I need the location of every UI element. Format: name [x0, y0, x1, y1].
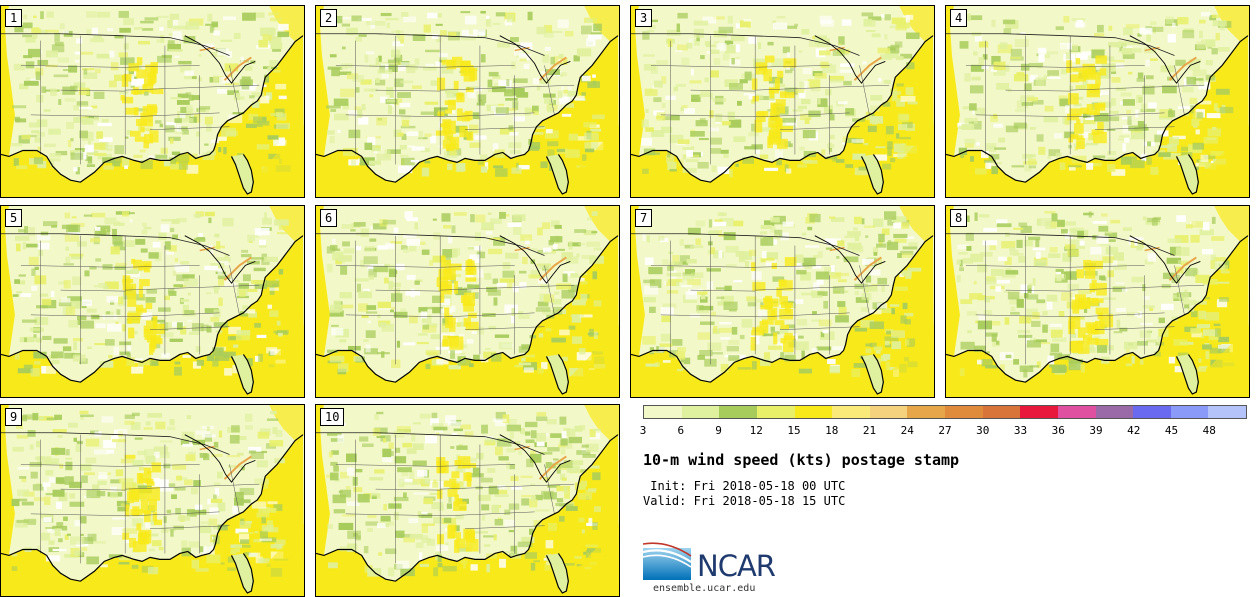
- ncar-logo-text: NCAR: [697, 549, 776, 583]
- map-panel-8: 8: [945, 205, 1250, 398]
- colorbar-segment: [1133, 406, 1171, 418]
- map-panel-4: 4: [945, 5, 1250, 198]
- colorbar-segment: [1208, 406, 1246, 418]
- map-panel-1: 1: [0, 5, 305, 198]
- ncar-logo-icon: [643, 542, 692, 580]
- colorbar-segment: [1057, 406, 1096, 418]
- map-panel-2: 2: [315, 5, 620, 198]
- panel-number: 9: [5, 408, 23, 426]
- colorbar-tick-label: 18: [825, 424, 839, 437]
- map-image: [316, 6, 619, 197]
- site-url: ensemble.ucar.edu: [653, 583, 756, 594]
- colorbar-tick-label: 45: [1164, 424, 1179, 437]
- colorbar-tick-label: 42: [1127, 424, 1141, 437]
- map-image: [316, 405, 619, 596]
- colorbar-segment: [1095, 406, 1134, 418]
- colorbar-segment: [982, 406, 1021, 418]
- colorbar-segment: [945, 406, 983, 418]
- map-image: [946, 206, 1249, 397]
- colorbar-tick-label: 48: [1202, 424, 1216, 437]
- colorbar: [643, 405, 1247, 419]
- colorbar-segment: [869, 406, 908, 418]
- valid-time: Valid: Fri 2018-05-18 15 UTC: [643, 494, 846, 508]
- init-time: Init: Fri 2018-05-18 00 UTC: [643, 479, 846, 493]
- map-image: [316, 206, 619, 397]
- map-image: [946, 6, 1249, 197]
- panel-number: 4: [950, 9, 968, 27]
- colorbar-tick-label: 21: [862, 424, 877, 437]
- map-image: [1, 405, 304, 596]
- map-image: [1, 6, 304, 197]
- panel-number: 1: [5, 9, 23, 27]
- colorbar-tick-label: 12: [749, 424, 763, 437]
- colorbar-tick-label: 39: [1089, 424, 1103, 437]
- panel-number: 8: [950, 209, 968, 227]
- colorbar-tick-label: 36: [1051, 424, 1065, 437]
- colorbar-segment: [1170, 406, 1209, 418]
- panel-number: 3: [635, 9, 653, 27]
- panel-number: 10: [320, 408, 345, 426]
- colorbar-segment: [907, 406, 945, 418]
- colorbar-segment: [756, 406, 795, 418]
- map-image: [631, 206, 934, 397]
- panel-number: 2: [320, 9, 338, 27]
- colorbar-segment: [1020, 406, 1058, 418]
- panel-number: 5: [5, 209, 23, 227]
- map-image: [1, 206, 304, 397]
- map-panel-9: 9: [0, 404, 305, 597]
- colorbar-tick-label: 3: [639, 424, 647, 437]
- map-panel-5: 5: [0, 205, 305, 398]
- panel-number: 6: [320, 209, 338, 227]
- map-image: [631, 6, 934, 197]
- map-panel-7: 7: [630, 205, 935, 398]
- map-panel-6: 6: [315, 205, 620, 398]
- map-panel-3: 3: [630, 5, 935, 198]
- colorbar-tick-label: 27: [938, 424, 952, 437]
- colorbar-segment: [644, 406, 682, 418]
- colorbar-tick-label: 24: [900, 424, 914, 437]
- colorbar-segment: [832, 406, 870, 418]
- plot-title: 10-m wind speed (kts) postage stamp: [643, 451, 960, 469]
- colorbar-tick-label: 6: [677, 424, 685, 437]
- colorbar-segment: [681, 406, 720, 418]
- map-panel-10: 10: [315, 404, 620, 597]
- colorbar-tick-label: 33: [1013, 424, 1028, 437]
- colorbar-segment: [794, 406, 833, 418]
- colorbar-tick-label: 15: [787, 424, 801, 437]
- colorbar-tick-label: 30: [976, 424, 990, 437]
- colorbar-tick-label: 9: [715, 424, 722, 437]
- colorbar-segment: [719, 406, 757, 418]
- panel-number: 7: [635, 209, 653, 227]
